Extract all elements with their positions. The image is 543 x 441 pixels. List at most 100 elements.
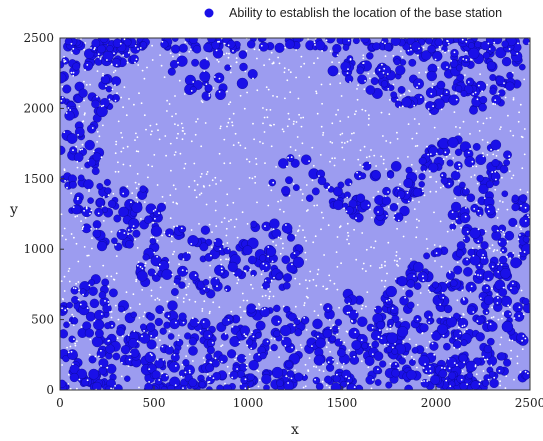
sensor-node-point [288,118,291,120]
reachable-node-point [83,179,94,190]
sensor-node-point [83,113,86,116]
sensor-node-point [392,55,395,57]
reachable-node-point [373,351,384,361]
sensor-node-point [127,233,129,236]
sensor-node-point [219,125,222,128]
sensor-node-point [172,55,174,58]
sensor-node-point [148,368,151,370]
sensor-node-point [215,225,218,228]
sensor-node-point [299,344,302,346]
reachable-node-point [70,286,79,295]
sensor-node-point [461,325,464,328]
sensor-node-point [322,217,325,219]
sensor-node-point [141,335,143,338]
sensor-node-point [263,131,266,133]
reachable-node-point [344,296,352,305]
reachable-node-point [432,51,443,62]
sensor-node-point [115,140,118,143]
reachable-node-point [508,217,518,227]
sensor-node-point [527,214,529,217]
sensor-node-point [426,145,428,148]
sensor-node-point [362,165,364,168]
sensor-node-point [479,214,482,217]
sensor-node-point [518,254,520,257]
sensor-node-point [362,54,365,57]
reachable-node-point [164,345,174,355]
reachable-node-point [112,38,123,48]
sensor-node-point [139,266,142,268]
sensor-node-point [313,365,315,368]
sensor-node-point [226,125,228,128]
sensor-node-point [369,265,372,267]
sensor-node-point [477,228,480,231]
sensor-node-point [133,103,135,106]
sensor-node-point [128,358,131,361]
reachable-node-point [96,198,105,207]
sensor-node-point [521,339,523,342]
reachable-node-point [395,65,406,76]
reachable-node-point [485,180,494,189]
sensor-node-point [332,358,334,361]
sensor-node-point [343,142,346,144]
sensor-node-point [416,144,419,147]
sensor-node-point [295,49,297,51]
sensor-node-point [433,244,436,246]
sensor-node-point [374,307,377,310]
sensor-node-point [175,202,178,205]
sensor-node-point [210,254,212,257]
sensor-node-point [206,373,209,375]
sensor-node-point [365,270,367,272]
sensor-node-point [67,107,70,109]
sensor-node-point [303,236,306,239]
sensor-node-point [524,220,527,222]
sensor-node-point [462,313,465,315]
sensor-node-point [311,345,313,347]
sensor-node-point [360,307,363,310]
sensor-node-point [362,57,365,60]
reachable-node-point [210,277,220,287]
sensor-node-point [301,193,304,195]
sensor-node-point [84,69,86,71]
sensor-node-point [397,219,400,222]
sensor-node-point [445,91,448,93]
reachable-node-point [397,86,406,94]
sensor-node-point [273,276,275,279]
sensor-node-point [192,360,194,362]
sensor-node-point [158,379,161,381]
reachable-node-point [501,321,514,333]
sensor-node-point [243,310,246,313]
sensor-node-point [220,221,223,224]
reachable-node-point [430,374,441,385]
sensor-node-point [244,70,247,73]
reachable-node-point [207,38,216,43]
sensor-node-point [241,211,244,214]
sensor-node-point [287,156,289,159]
reachable-node-point [458,353,468,363]
reachable-node-point [92,381,102,390]
reachable-node-point [374,305,383,314]
sensor-node-point [494,99,497,101]
sensor-node-point [89,212,91,215]
sensor-node-point [229,162,232,165]
sensor-node-point [212,301,215,304]
reachable-node-point [428,162,439,173]
reachable-node-point [128,218,140,230]
reachable-node-point [455,249,464,258]
sensor-node-point [380,279,383,282]
sensor-node-point [102,104,105,107]
sensor-node-point [286,165,288,168]
sensor-node-point [140,102,143,105]
sensor-node-point [239,94,242,97]
sensor-node-point [435,180,438,183]
reachable-node-point [255,332,262,339]
sensor-node-point [201,310,204,312]
sensor-node-point [208,335,211,337]
sensor-node-point [350,319,353,322]
sensor-node-point [359,164,362,166]
reachable-node-point [129,54,139,64]
sensor-node-point [499,343,502,346]
sensor-node-point [213,76,216,78]
reachable-node-point [427,44,436,54]
sensor-node-point [339,225,342,228]
sensor-node-point [80,220,82,223]
